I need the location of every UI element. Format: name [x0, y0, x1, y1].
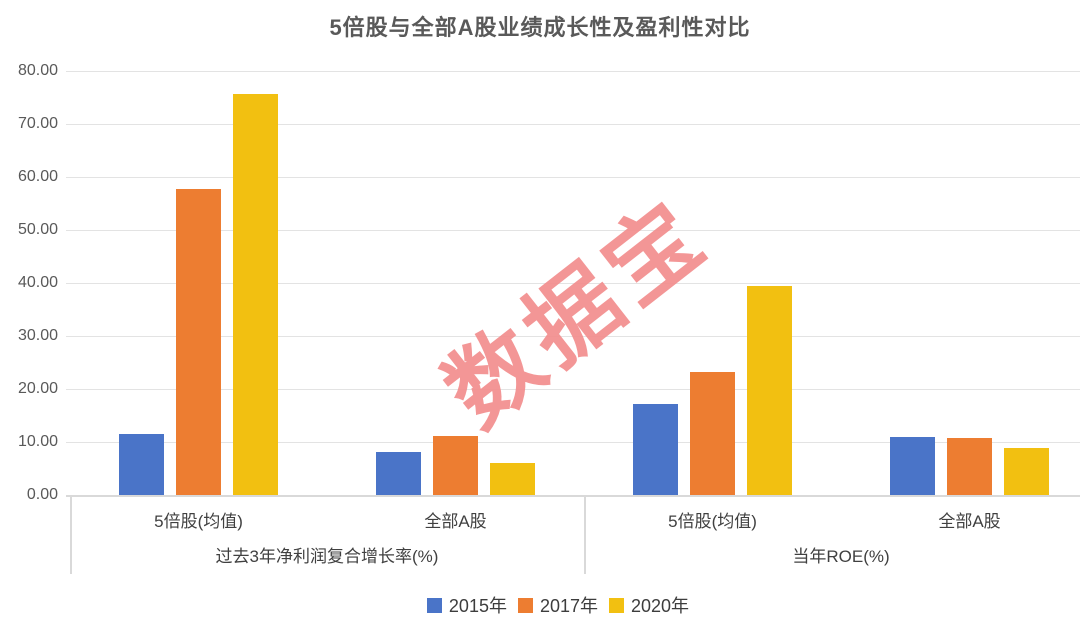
bar-2020年-全部A股 [1004, 447, 1049, 495]
gridline [66, 336, 1080, 337]
gridline [66, 230, 1080, 231]
x-axis-group-label: 过去3年净利润复合增长率(%) [215, 547, 439, 566]
gridline [66, 71, 1080, 72]
y-axis-tick-label: 30.00 [17, 327, 58, 344]
legend-swatch-icon [426, 597, 442, 613]
bar-2020年-全部A股 [490, 463, 535, 495]
legend-label: 2015年 [448, 596, 507, 616]
bar-2017年-5倍股(均值) [690, 371, 735, 495]
x-axis-group-label: 当年ROE(%) [792, 547, 890, 566]
category-box-border [584, 496, 586, 574]
legend-item-2017年: 2017年 [517, 592, 599, 618]
x-axis-category-label: 全部A股 [938, 512, 1001, 531]
x-axis-line [66, 495, 1080, 497]
y-axis-tick-label: 10.00 [17, 433, 58, 450]
gridline [66, 442, 1080, 443]
y-axis-tick-label: 20.00 [17, 380, 58, 397]
chart-title: 5倍股与全部A股业绩成长性及盈利性对比 [329, 15, 751, 40]
legend-label: 2020年 [631, 596, 690, 616]
bar-2020年-5倍股(均值) [233, 93, 278, 495]
bar-2015年-全部A股 [890, 437, 935, 495]
legend-swatch-icon [609, 597, 625, 613]
bar-2017年-全部A股 [433, 436, 478, 495]
x-axis-category-label: 5倍股(均值) [154, 512, 243, 531]
legend-item-2020年: 2020年 [609, 592, 689, 618]
legend: 2015年 2017年 2020年 [18, 592, 1080, 618]
bar-2015年-全部A股 [376, 452, 421, 495]
category-box-border [70, 496, 72, 574]
gridline [66, 283, 1080, 284]
legend-swatch-icon [517, 597, 533, 613]
bar-2015年-5倍股(均值) [119, 434, 164, 495]
y-axis-tick-label: 40.00 [17, 274, 58, 291]
bar-2017年-5倍股(均值) [176, 189, 221, 495]
gridline [66, 124, 1080, 125]
y-axis-tick-label: 0.00 [26, 486, 58, 503]
watermark-text: 数据宝 [427, 181, 727, 447]
bar-2020年-5倍股(均值) [747, 286, 792, 495]
y-axis-tick-label: 60.00 [17, 168, 58, 185]
y-axis-tick-label: 70.00 [17, 115, 58, 132]
gridline [66, 389, 1080, 390]
x-axis-category-label: 5倍股(均值) [668, 512, 757, 531]
y-axis-tick-label: 50.00 [17, 221, 58, 238]
legend-item-2015年: 2015年 [426, 592, 507, 618]
y-axis-tick-label: 80.00 [17, 62, 58, 79]
bar-2015年-5倍股(均值) [633, 404, 678, 495]
bar-2017年-全部A股 [947, 438, 992, 495]
legend-label: 2017年 [539, 596, 599, 616]
gridline [66, 177, 1080, 178]
x-axis-category-label: 全部A股 [424, 512, 487, 531]
